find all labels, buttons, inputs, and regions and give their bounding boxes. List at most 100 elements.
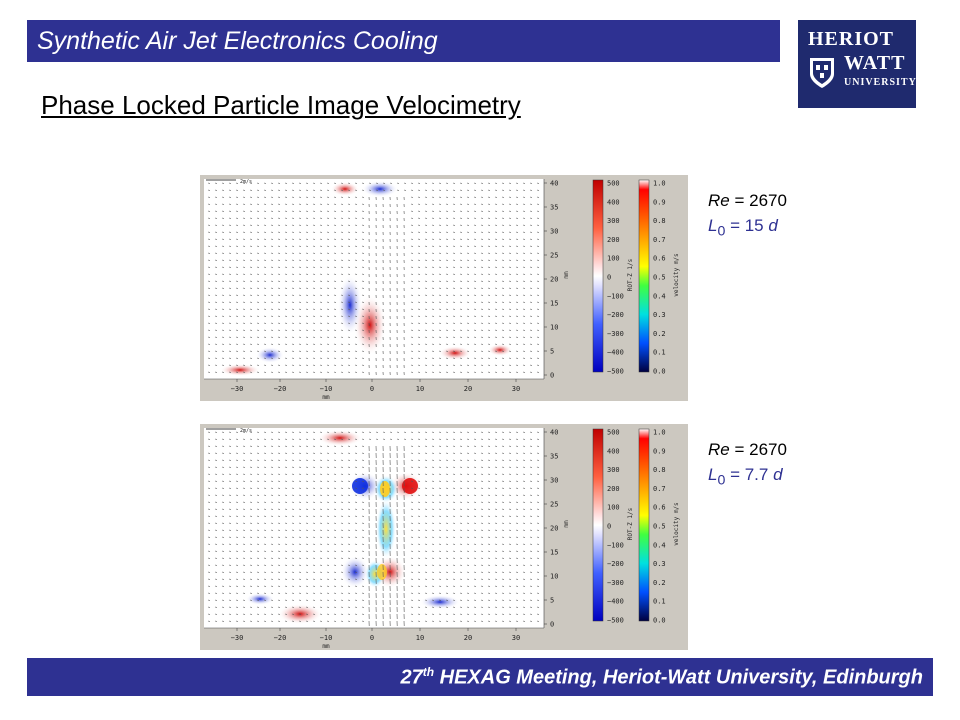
vorticity-blob <box>220 364 260 376</box>
rot-tick-label: −500 <box>607 368 624 376</box>
case-label-2: Re = 2670 L0 = 7.7 d <box>708 437 787 493</box>
rot-tick-label: 0 <box>607 274 611 282</box>
rot-tick-label: −500 <box>607 617 624 625</box>
rot-tick-label: 400 <box>607 198 620 206</box>
rot-tick-label: −200 <box>607 311 624 319</box>
velocity-colorbar-label: velocity m/s <box>673 253 680 297</box>
vector-grid <box>207 182 540 376</box>
header-title: Synthetic Air Jet Electronics Cooling <box>37 27 438 55</box>
l-symbol: L <box>708 216 718 235</box>
rot-tick-label: 200 <box>607 236 620 244</box>
rot-tick-label: 0 <box>607 523 611 531</box>
l-subscript: 0 <box>717 472 726 489</box>
x-tick-label: −30 <box>231 634 244 642</box>
case-label-1: Re = 2670 L0 = 15 d <box>708 188 787 244</box>
vorticity-blob <box>338 275 362 335</box>
vortex-core-red <box>402 478 418 494</box>
x-axis-label: mm <box>322 394 330 401</box>
x-tick-label: −20 <box>274 385 287 393</box>
rot-tick-label: −400 <box>607 349 624 357</box>
x-tick-label: −10 <box>320 385 333 393</box>
y-tick-label: 15 <box>550 300 558 308</box>
rot-tick-label: −300 <box>607 579 624 587</box>
vortex-core-blue <box>352 478 368 494</box>
piv-figure: 2m/s−30 −20 −10 0 10 20 30mm0510152025303540mm… <box>204 179 680 401</box>
velocity-tick-label: 1.0 <box>653 429 666 437</box>
velocity-tick-label: 0.7 <box>653 236 666 244</box>
velocity-colorbar <box>638 179 650 373</box>
x-tick-label: 20 <box>464 385 472 393</box>
velocity-tick-label: 0.9 <box>653 447 666 455</box>
velocity-tick-label: 0.4 <box>653 292 666 300</box>
logo-text-heriot: HERIOT <box>808 28 895 50</box>
footer-ordinal-suffix: th <box>422 665 435 679</box>
scale-label: 2m/s <box>240 428 252 434</box>
y-tick-label: 40 <box>550 429 558 437</box>
piv-plot-1: 2m/s −30 −20 −10 0 10 20 30 mm 0 5 10 15 20 25 30 35 40 mm… <box>200 175 688 401</box>
rot-tick-label: 300 <box>607 217 620 225</box>
logo-text-university: UNIVERSITY <box>844 77 917 88</box>
l-unit: d <box>768 216 778 235</box>
velocity-tick-label: 0.8 <box>653 466 666 474</box>
velocity-tick-label: 0.2 <box>653 579 666 587</box>
y-axis-label: mm <box>563 520 570 528</box>
y-tick-label: 35 <box>550 204 558 212</box>
velocity-tick-label: 0.0 <box>653 368 666 376</box>
y-tick-label: 10 <box>550 324 558 332</box>
l-symbol: L <box>708 465 718 484</box>
rot-tick-label: −100 <box>607 541 624 549</box>
y-tick-label: 0 <box>550 621 554 629</box>
footer-event: HEXAG Meeting, Heriot-Watt University, E… <box>439 666 923 689</box>
vorticity-blob <box>354 295 386 355</box>
velocity-tick-label: 0.6 <box>653 504 666 512</box>
velocity-tick-label: 0.5 <box>653 274 666 282</box>
x-tick-label: −10 <box>320 634 333 642</box>
re-value: = 2670 <box>734 191 787 210</box>
re-symbol: Re <box>708 191 730 210</box>
footer-text: 27th HEXAG Meeting, Heriot-Watt Universi… <box>400 665 923 690</box>
vorticity-blob <box>246 593 274 605</box>
velocity-colorbar-label: velocity m/s <box>673 502 680 546</box>
x-tick-label: 0 <box>370 634 374 642</box>
rot-tick-label: 400 <box>607 447 620 455</box>
y-tick-label: 10 <box>550 573 558 581</box>
y-tick-label: 30 <box>550 228 558 236</box>
velocity-tick-label: 0.3 <box>653 311 666 319</box>
velocity-tick-label: 0.5 <box>653 523 666 531</box>
x-tick-label: 20 <box>464 634 472 642</box>
velocity-tick-label: 1.0 <box>653 180 666 188</box>
y-tick-label: 15 <box>550 549 558 557</box>
vorticity-blob <box>376 499 396 559</box>
rot-tick-label: 500 <box>607 180 620 188</box>
l-unit: d <box>773 465 783 484</box>
vorticity-blob <box>488 344 512 356</box>
vorticity-blob <box>331 182 359 196</box>
footer-bar: 27th HEXAG Meeting, Heriot-Watt Universi… <box>27 658 933 696</box>
x-tick-label: 10 <box>416 634 424 642</box>
rot-tick-label: −400 <box>607 598 624 606</box>
heriot-watt-logo: HERIOT WATT UNIVERSITY <box>798 20 916 108</box>
rot-tick-label: 300 <box>607 466 620 474</box>
rot-colorbar <box>592 179 604 373</box>
y-axis-label: mm <box>563 271 570 279</box>
velocity-tick-label: 0.2 <box>653 330 666 338</box>
vorticity-blob <box>420 595 460 609</box>
logo-text-watt: WATT <box>844 52 906 74</box>
vector-grid <box>207 431 540 627</box>
y-tick-label: 5 <box>550 597 554 605</box>
x-tick-label: 30 <box>512 385 520 393</box>
rot-tick-label: 100 <box>607 255 620 263</box>
l-value: = 7.7 <box>730 465 769 484</box>
y-tick-label: 25 <box>550 252 558 260</box>
x-tick-label: −30 <box>231 385 244 393</box>
vorticity-blob <box>439 346 471 360</box>
velocity-tick-label: 0.7 <box>653 485 666 493</box>
vorticity-blob <box>256 347 284 363</box>
y-tick-label: 5 <box>550 348 554 356</box>
velocity-tick-label: 0.8 <box>653 217 666 225</box>
rot-colorbar-label: ROT-Z 1/s <box>627 258 634 291</box>
velocity-colorbar <box>638 428 650 622</box>
y-tick-label: 0 <box>550 372 554 380</box>
rot-colorbar-label: ROT-Z 1/s <box>627 507 634 540</box>
rot-tick-label: 100 <box>607 504 620 512</box>
